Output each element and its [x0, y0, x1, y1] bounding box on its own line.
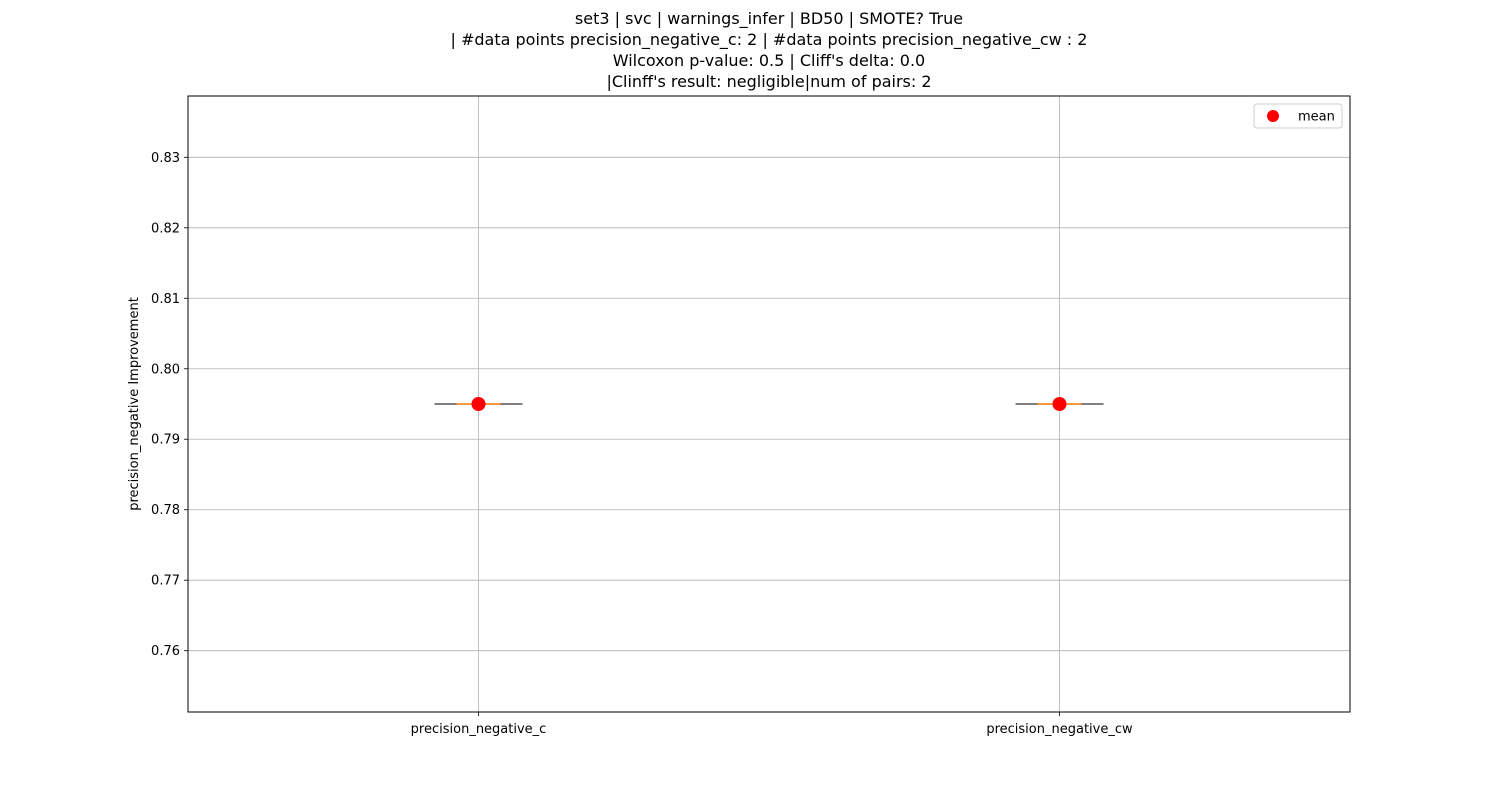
- y-axis-ticks: 0.76 0.77 0.78 0.79 0.80 0.81 0.82 0.83: [151, 151, 188, 659]
- x-tick-label: precision_negative_cw: [986, 722, 1133, 737]
- box-layer: [434, 397, 1104, 411]
- y-tick-label: 0.81: [151, 292, 180, 307]
- x-axis-ticks: precision_negative_c precision_negative_c…: [411, 712, 1133, 737]
- title-line-3: Wilcoxon p-value: 0.5 | Cliff's delta: 0…: [612, 51, 926, 70]
- legend: mean: [1253, 103, 1343, 129]
- mean-point: [1052, 397, 1067, 411]
- title-line-1: set3 | svc | warnings_infer | BD50 | SMO…: [574, 9, 964, 28]
- legend-marker-mean: [1267, 110, 1279, 122]
- y-axis-label: precision_negative Improvement: [127, 297, 142, 511]
- box-precision_negative_c: [434, 397, 523, 411]
- y-tick-label: 0.83: [151, 151, 180, 166]
- legend-label-mean: mean: [1298, 110, 1335, 125]
- chart-title: set3 | svc | warnings_infer | BD50 | SMO…: [0, 8, 1500, 92]
- title-line-4: |Clinff's result: negligible|num of pair…: [606, 72, 932, 91]
- y-tick-label: 0.79: [151, 433, 180, 448]
- x-tick-label: precision_negative_c: [411, 722, 547, 737]
- y-tick-label: 0.78: [151, 503, 180, 518]
- y-tick-label: 0.77: [151, 574, 180, 589]
- title-line-2: | #data points precision_negative_c: 2 |…: [450, 30, 1088, 49]
- y-tick-label: 0.82: [151, 221, 180, 236]
- mean-point: [471, 397, 486, 411]
- y-tick-label: 0.80: [151, 362, 180, 377]
- box-precision_negative_cw: [1015, 397, 1104, 411]
- y-tick-label: 0.76: [151, 644, 180, 659]
- legend-box: [1253, 103, 1343, 129]
- plot-frame: [187, 95, 1351, 713]
- grid-layer: [188, 96, 1350, 712]
